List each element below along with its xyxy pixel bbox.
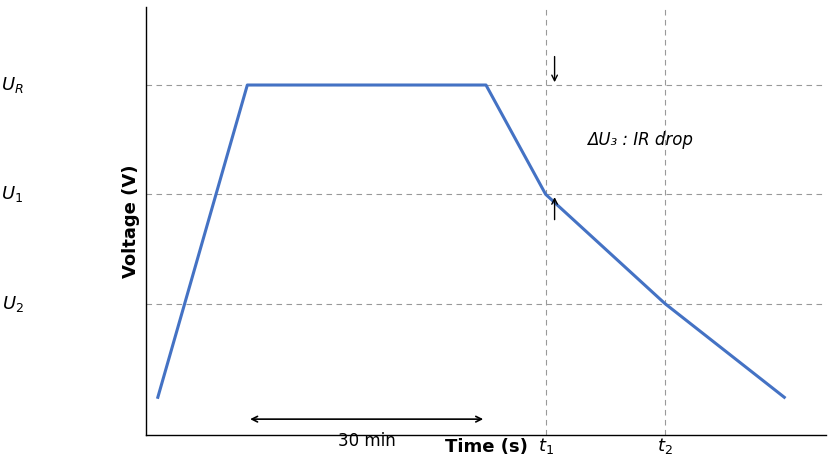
Text: ΔU₃ : IR drop: ΔU₃ : IR drop [587, 131, 693, 149]
Text: $t_2$: $t_2$ [657, 436, 673, 457]
Text: $U_2$: $U_2$ [2, 294, 23, 313]
Text: $t_1$: $t_1$ [537, 436, 554, 457]
Y-axis label: Voltage (V): Voltage (V) [122, 164, 140, 278]
Text: $U_1$: $U_1$ [2, 184, 23, 204]
Text: 30 min: 30 min [337, 432, 396, 450]
X-axis label: Time (s): Time (s) [445, 438, 527, 456]
Text: $U_R$: $U_R$ [1, 75, 23, 95]
